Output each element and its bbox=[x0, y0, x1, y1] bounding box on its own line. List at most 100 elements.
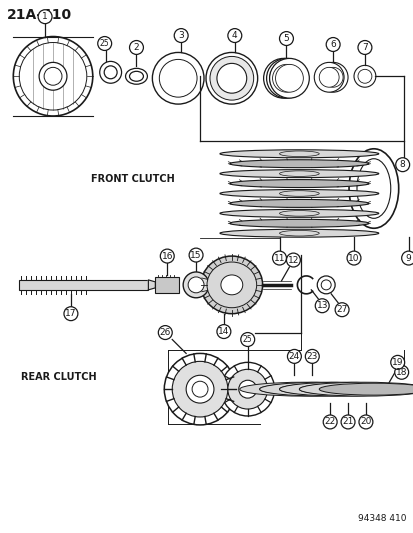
Ellipse shape bbox=[216, 63, 246, 93]
Circle shape bbox=[340, 415, 354, 429]
Circle shape bbox=[323, 415, 336, 429]
Ellipse shape bbox=[309, 384, 338, 394]
Ellipse shape bbox=[272, 64, 300, 92]
Ellipse shape bbox=[275, 64, 303, 92]
Ellipse shape bbox=[316, 276, 335, 294]
Circle shape bbox=[325, 37, 339, 52]
Ellipse shape bbox=[201, 256, 262, 314]
Text: 94348 410: 94348 410 bbox=[357, 514, 406, 523]
Circle shape bbox=[401, 251, 413, 265]
Text: 12: 12 bbox=[287, 255, 298, 264]
Ellipse shape bbox=[159, 59, 197, 97]
Ellipse shape bbox=[279, 382, 408, 396]
Circle shape bbox=[240, 333, 254, 346]
Text: 21A-410: 21A-410 bbox=[7, 8, 72, 22]
Ellipse shape bbox=[348, 149, 398, 228]
Ellipse shape bbox=[221, 275, 242, 295]
Text: 19: 19 bbox=[391, 358, 403, 367]
Ellipse shape bbox=[259, 382, 388, 396]
Ellipse shape bbox=[279, 171, 318, 176]
Circle shape bbox=[279, 31, 293, 45]
Text: 8: 8 bbox=[399, 160, 405, 169]
Ellipse shape bbox=[229, 180, 368, 188]
Ellipse shape bbox=[279, 230, 318, 236]
Ellipse shape bbox=[318, 67, 338, 87]
Ellipse shape bbox=[13, 37, 93, 116]
Ellipse shape bbox=[299, 382, 413, 396]
Ellipse shape bbox=[206, 52, 257, 104]
Ellipse shape bbox=[279, 383, 388, 395]
Ellipse shape bbox=[100, 61, 121, 83]
Circle shape bbox=[357, 41, 371, 54]
Circle shape bbox=[287, 350, 301, 364]
Circle shape bbox=[160, 249, 174, 263]
Text: 13: 13 bbox=[316, 301, 327, 310]
Ellipse shape bbox=[188, 277, 204, 293]
Ellipse shape bbox=[238, 380, 256, 398]
Circle shape bbox=[38, 10, 52, 23]
Circle shape bbox=[272, 251, 286, 265]
Ellipse shape bbox=[318, 383, 413, 395]
Text: 7: 7 bbox=[361, 43, 367, 52]
Ellipse shape bbox=[164, 353, 235, 425]
Text: 6: 6 bbox=[330, 40, 335, 49]
Ellipse shape bbox=[279, 191, 318, 196]
Circle shape bbox=[216, 325, 230, 338]
Text: 3: 3 bbox=[178, 31, 184, 40]
Circle shape bbox=[358, 415, 372, 429]
Ellipse shape bbox=[219, 229, 378, 237]
Bar bbox=[155, 277, 179, 293]
Ellipse shape bbox=[266, 59, 306, 98]
Circle shape bbox=[64, 306, 78, 321]
Ellipse shape bbox=[328, 384, 358, 394]
Circle shape bbox=[158, 326, 172, 340]
Ellipse shape bbox=[229, 160, 368, 168]
Ellipse shape bbox=[318, 62, 347, 92]
Text: 17: 17 bbox=[65, 309, 76, 318]
Text: 14: 14 bbox=[218, 327, 229, 336]
Ellipse shape bbox=[219, 150, 378, 158]
Ellipse shape bbox=[263, 59, 303, 98]
Text: 25: 25 bbox=[100, 39, 109, 48]
Ellipse shape bbox=[269, 64, 297, 92]
Ellipse shape bbox=[152, 52, 204, 104]
Ellipse shape bbox=[209, 56, 253, 100]
Ellipse shape bbox=[313, 62, 343, 92]
Ellipse shape bbox=[229, 219, 368, 227]
Ellipse shape bbox=[348, 384, 378, 394]
Ellipse shape bbox=[279, 211, 318, 216]
Text: 2: 2 bbox=[133, 43, 139, 52]
Circle shape bbox=[97, 37, 112, 51]
Circle shape bbox=[335, 303, 348, 317]
Ellipse shape bbox=[323, 67, 342, 87]
Text: 9: 9 bbox=[405, 254, 411, 263]
Text: 4: 4 bbox=[231, 31, 237, 40]
Text: 18: 18 bbox=[395, 368, 406, 377]
Text: 16: 16 bbox=[161, 252, 173, 261]
Ellipse shape bbox=[357, 69, 371, 83]
Text: 11: 11 bbox=[273, 254, 285, 263]
Bar bbox=[19, 280, 148, 290]
Circle shape bbox=[390, 356, 404, 369]
Text: 21: 21 bbox=[342, 417, 353, 426]
Ellipse shape bbox=[289, 384, 318, 394]
Ellipse shape bbox=[259, 383, 368, 395]
Ellipse shape bbox=[125, 68, 147, 84]
Text: FRONT CLUTCH: FRONT CLUTCH bbox=[90, 174, 174, 183]
Circle shape bbox=[346, 251, 360, 265]
Text: 25: 25 bbox=[242, 335, 252, 344]
Ellipse shape bbox=[239, 382, 368, 396]
Ellipse shape bbox=[356, 159, 390, 219]
Ellipse shape bbox=[183, 272, 209, 298]
Circle shape bbox=[129, 41, 143, 54]
Ellipse shape bbox=[299, 383, 408, 395]
Text: 15: 15 bbox=[190, 251, 201, 260]
Circle shape bbox=[189, 248, 202, 262]
Ellipse shape bbox=[269, 59, 309, 98]
Text: 26: 26 bbox=[159, 328, 171, 337]
Ellipse shape bbox=[172, 361, 227, 417]
Circle shape bbox=[394, 365, 408, 379]
Ellipse shape bbox=[219, 190, 378, 197]
Circle shape bbox=[315, 299, 328, 313]
Ellipse shape bbox=[229, 199, 368, 207]
